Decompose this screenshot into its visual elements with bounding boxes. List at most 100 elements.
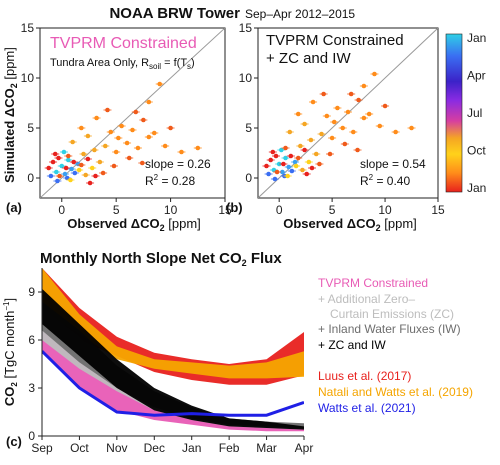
scatter-point [295,155,301,161]
scatter-point [126,155,132,161]
panel-c-legend: TVPRM Constrained + Additional Zero–Curta… [318,276,473,415]
scatter-point [79,125,84,131]
legend-entry: TVPRM Constrained [318,276,428,290]
scatter-point [268,157,274,163]
x-tick-label: Oct [70,441,89,455]
flux-band [42,288,304,430]
scatter-point [108,129,114,135]
scatter-point [52,151,58,157]
scatter-point [361,115,367,121]
scatter-point [100,170,106,176]
y-tick-label: 10 [239,71,253,85]
scatter-point [276,161,282,167]
scatter-point [308,137,314,143]
panel-b-label-line2: + ZC and IW [266,50,351,67]
panel-c: Monthly North Slope Net CO2 Flux Sep Oct N… [2,250,473,455]
legend-entry: Luus et al. (2017) [318,369,411,383]
scatter-point [139,160,145,166]
scatter-point [195,145,201,151]
scatter-point [335,105,340,111]
scatter-point [409,125,414,131]
x-tick-label: 5 [113,203,120,217]
panel-b-letter: (b) [226,200,243,215]
scatter-point [135,145,141,151]
panel-a-slope: slope = 0.26 [145,157,211,171]
scatter-point [288,153,294,159]
y-tick-label: 3 [28,381,35,395]
colorbar-label: Oct [467,144,486,158]
x-tick-label: 15 [431,203,445,217]
scatter-point [61,149,67,155]
scatter-point [168,125,173,131]
scatter-point [286,164,292,170]
scatter-point [119,123,124,129]
y-tick-label: 0 [245,171,252,185]
legend-entry: + Inland Water Fluxes (IW) [318,322,461,336]
scatter-point [345,109,351,115]
colorbar-gradient [445,33,463,193]
y-tick-label: 6 [28,333,35,347]
scatter-point [355,147,360,153]
scatter-point [81,151,86,157]
scatter-point [70,139,75,145]
scatter-point [289,168,295,174]
scatter-point [300,167,305,173]
panel-c-ticks: Sep Oct Nov Dec Jan Feb Mar Apr 0 3 6 9 [28,285,313,455]
scatter-point [63,165,69,171]
scatter-point [54,169,59,175]
scatter-point [295,111,301,117]
scatter-point [97,159,103,165]
scatter-point [298,143,303,149]
scatter-point [141,117,146,123]
scatter-point [361,83,367,89]
scatter-point [94,115,99,121]
scatter-point [87,180,93,186]
scatter-point [113,149,119,155]
scatter-point [270,149,276,155]
scatter-point [274,169,280,175]
scatter-point [179,149,184,155]
scatter-point [283,155,288,161]
x-tick-label: 10 [164,203,178,217]
scatter-point [377,123,383,129]
scatter-point [65,153,71,159]
scatter-point [76,167,82,173]
panel-a-ylabel: Simulated ΔCO2 [ppm] [2,47,19,183]
panel-b-plot [258,28,438,198]
scatter-point [56,155,61,161]
scatter-point [146,99,152,105]
scatter-point [79,162,84,168]
scatter-point [59,163,65,169]
scatter-point [285,173,290,179]
scatter-point [310,99,316,105]
scatter-point [272,176,278,182]
scatter-point [46,165,52,171]
x-tick-label: Mar [256,441,277,455]
scatter-point [356,97,361,103]
x-tick-label: 15 [218,203,232,217]
y-tick-label: 15 [239,21,253,35]
scatter-point [157,81,163,87]
scatter-point [366,111,372,117]
panel-b: 0 5 10 15 0 5 10 15 TVPRM Constrained + ZC and … [226,21,445,217]
scatter-point [329,135,335,141]
x-tick-label: Feb [219,441,240,455]
scatter-point [283,145,288,151]
scatter-point [350,129,356,135]
x-tick-label: Apr [295,441,314,455]
panel-b-slope: slope = 0.54 [360,157,426,171]
panel-b-frame [257,27,439,199]
scatter-point [146,134,152,140]
y-tick-label: 15 [21,21,35,35]
scatter-point [130,127,135,133]
figure-title-suffix: Sep–Apr 2012–2015 [245,7,355,21]
scatter-point [331,119,337,125]
x-tick-label: Nov [106,441,127,455]
scatter-point [92,147,97,153]
scatter-point [71,159,77,165]
legend-entry: Curtain Emissions (ZC) [330,307,454,321]
y-tick-label: 5 [27,121,34,135]
scatter-point [319,131,324,137]
